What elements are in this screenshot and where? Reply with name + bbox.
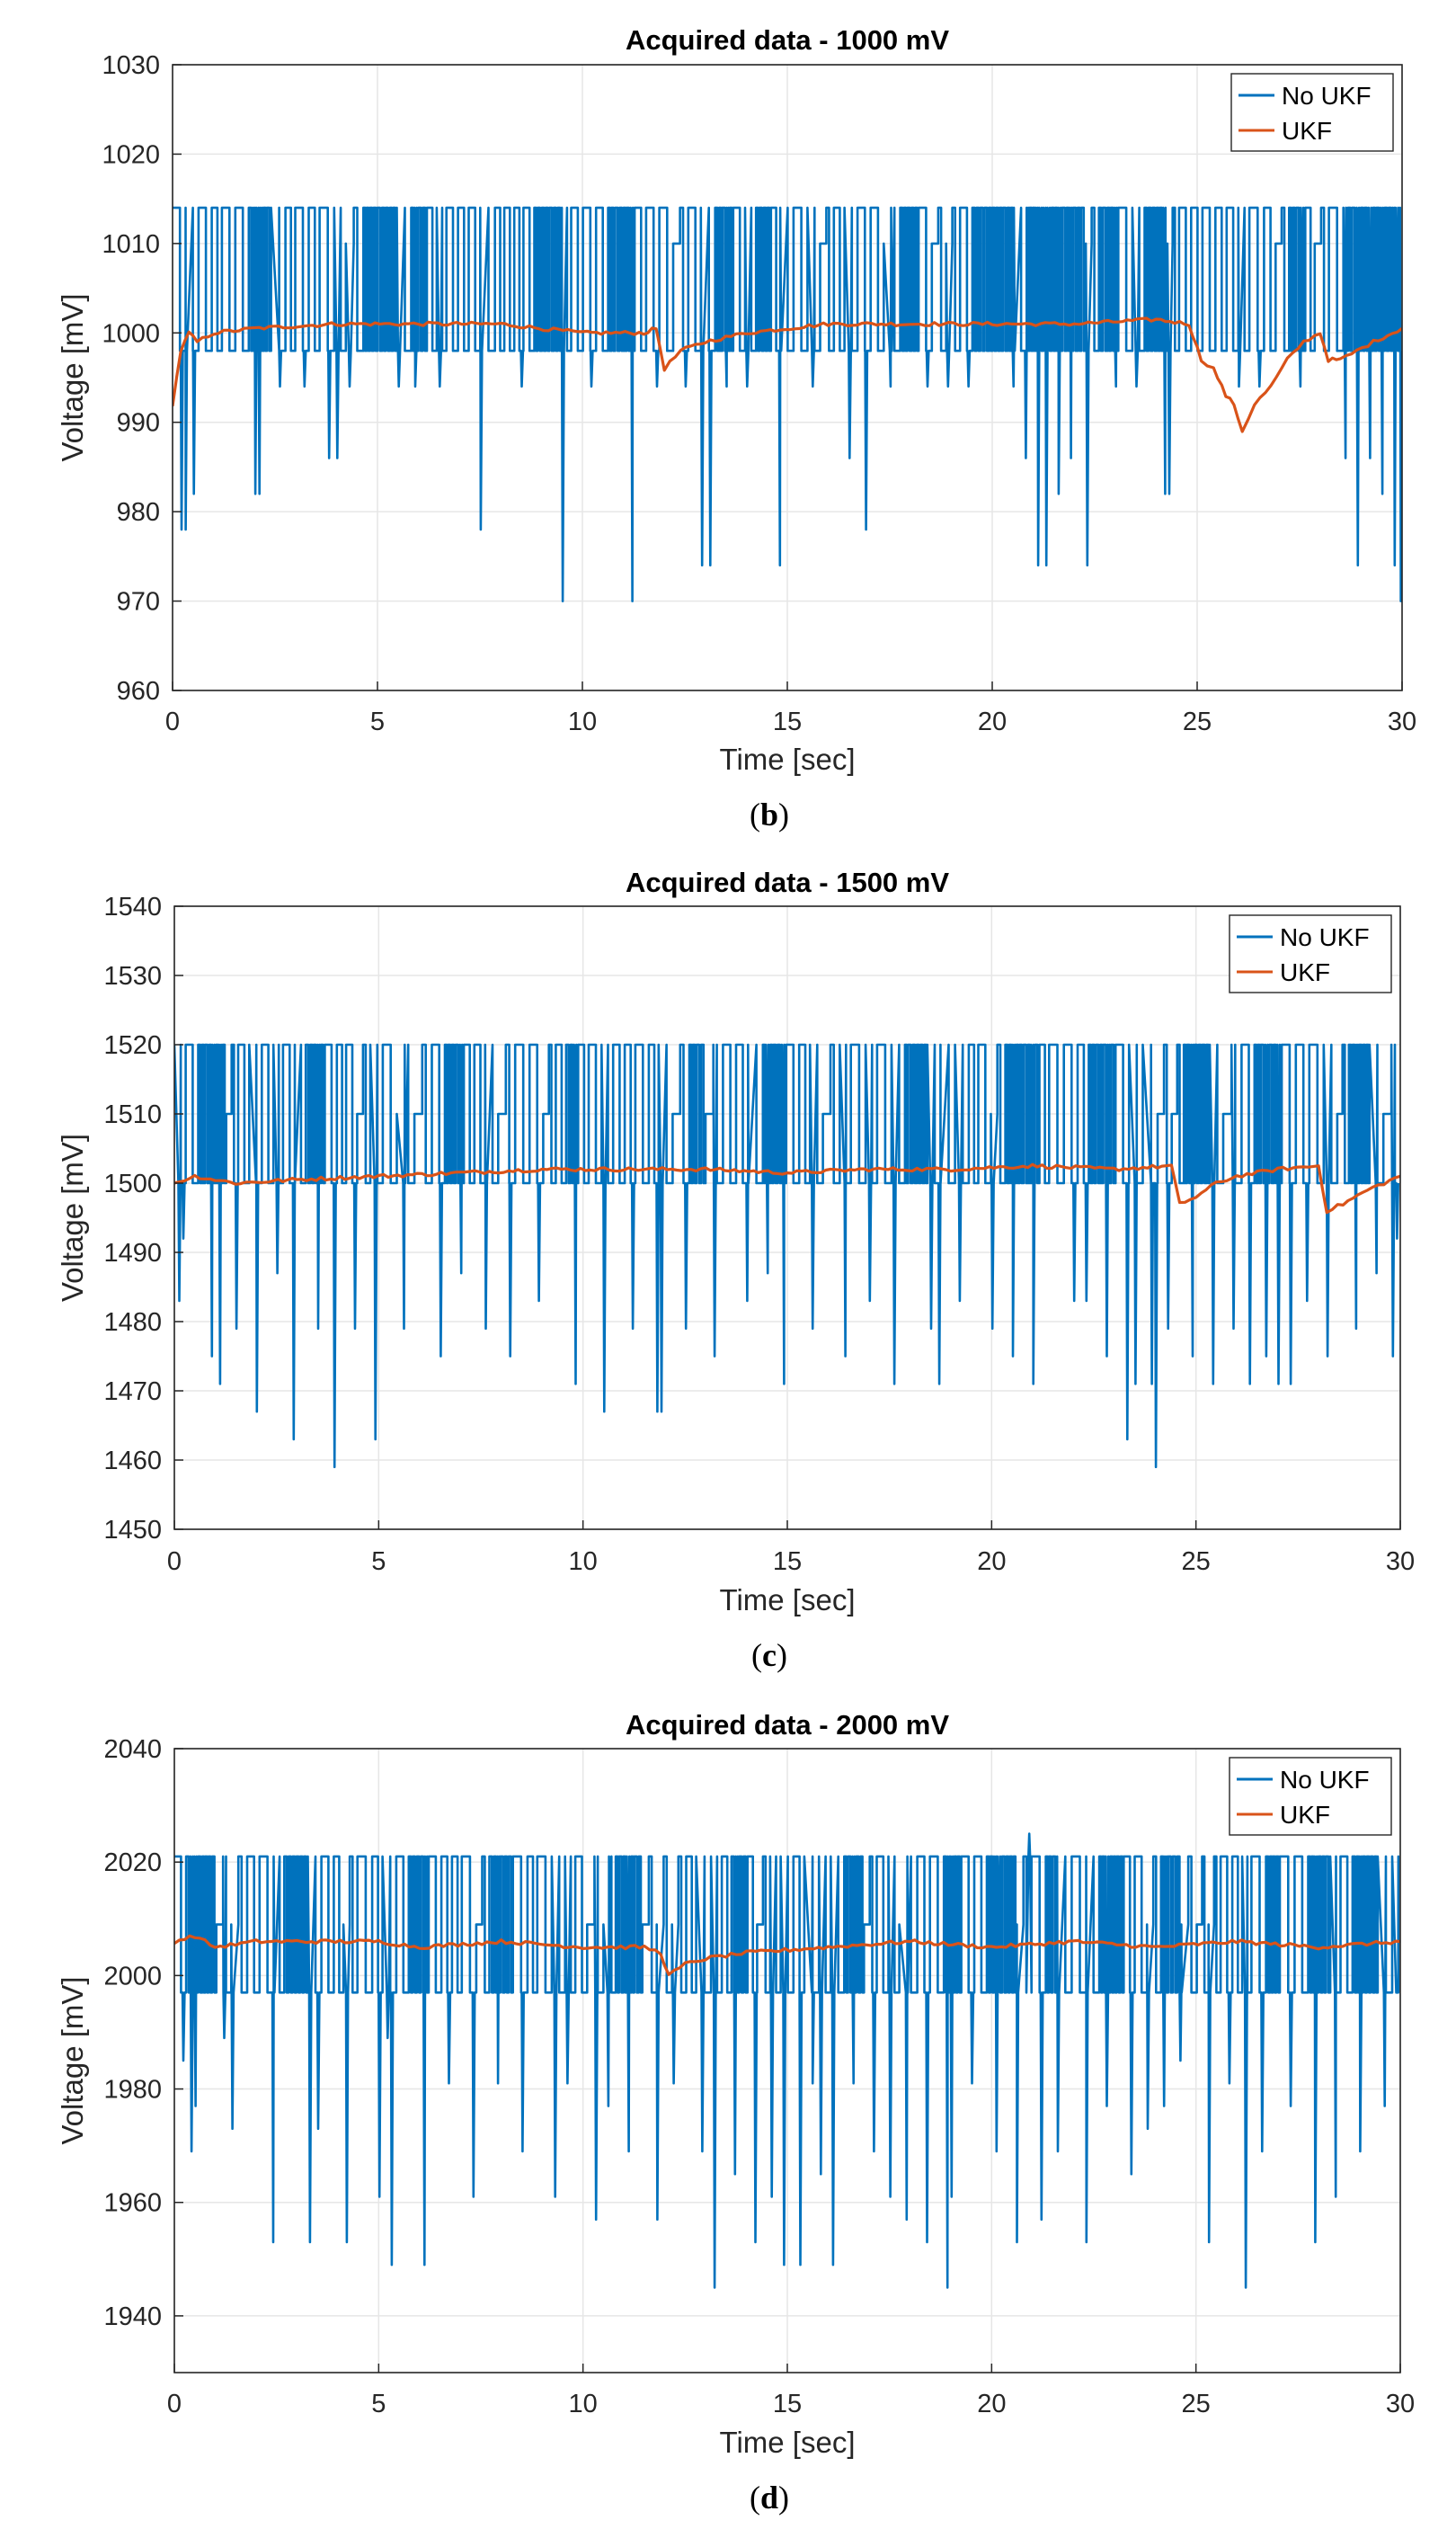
y-tick-label: 1030	[102, 51, 160, 80]
x-tick-label: 15	[773, 2390, 802, 2418]
y-tick-label: 970	[117, 588, 160, 617]
x-tick-label: 20	[978, 708, 1007, 736]
y-axis-label: Voltage [mV]	[56, 1134, 89, 1302]
series-line-ukf	[174, 1934, 1400, 1976]
y-tick-label: 1540	[103, 893, 162, 922]
x-tick-label: 25	[1183, 708, 1212, 736]
series-line-no-ukf	[174, 1043, 1399, 1468]
legend-label: UKF	[1280, 1801, 1330, 1829]
y-tick-label: 1480	[103, 1308, 162, 1337]
x-axis-label: Time [sec]	[720, 2426, 856, 2459]
legend-label: UKF	[1280, 958, 1330, 986]
x-tick-label: 5	[371, 2390, 386, 2418]
x-tick-label: 30	[1386, 2390, 1415, 2418]
y-tick-label: 990	[117, 409, 160, 438]
chart-title: Acquired data - 2000 mV	[626, 1709, 949, 1741]
series-line-ukf	[173, 316, 1402, 433]
y-tick-label: 1940	[103, 2302, 162, 2331]
x-tick-label: 10	[569, 2390, 598, 2418]
x-tick-label: 15	[773, 708, 802, 736]
x-tick-label: 5	[371, 1547, 386, 1576]
y-tick-label: 980	[117, 498, 160, 527]
panel-caption: (d)	[750, 2480, 789, 2516]
legend-label: No UKF	[1282, 82, 1372, 110]
legend-box	[1230, 73, 1394, 152]
y-tick-label: 1490	[103, 1239, 162, 1268]
chart-title: Acquired data - 1500 mV	[626, 867, 949, 898]
x-tick-label: 20	[977, 1547, 1006, 1576]
chart-panel-b: 0 5 10 15 20 25 30 960 970 980 990 1000 1010 1020 1030…	[56, 24, 1416, 833]
legend: No UKF UKF	[1230, 73, 1394, 152]
x-tick-label: 15	[773, 1547, 802, 1576]
y-tick-label: 1020	[102, 140, 160, 169]
y-tick-label: 2040	[103, 1735, 162, 1764]
x-axis-label: Time [sec]	[720, 743, 856, 776]
legend-box	[1229, 1757, 1392, 1836]
y-tick-label: 1500	[103, 1170, 162, 1198]
y-tick-label: 1530	[103, 962, 162, 991]
series-line-no-ukf	[174, 1832, 1400, 2289]
series-line-ukf	[174, 1162, 1400, 1215]
chart-title: Acquired data - 1000 mV	[626, 24, 949, 56]
y-tick-label: 960	[117, 677, 160, 706]
y-tick-label: 1510	[103, 1100, 162, 1129]
y-tick-label: 1980	[103, 2076, 162, 2105]
legend-label: No UKF	[1280, 923, 1370, 951]
panel-caption: (b)	[750, 797, 789, 833]
chart-panel-c: 0 5 10 15 20 25 301450146014701480149015001510…	[56, 867, 1415, 1673]
x-tick-label: 25	[1182, 2390, 1211, 2418]
x-tick-label: 10	[569, 1547, 598, 1576]
x-tick-label: 5	[370, 708, 385, 736]
x-tick-label: 0	[167, 2390, 182, 2418]
x-tick-label: 10	[568, 708, 597, 736]
y-tick-label: 1960	[103, 2189, 162, 2218]
x-tick-label: 0	[165, 708, 180, 736]
x-axis-label: Time [sec]	[720, 1583, 856, 1616]
y-tick-label: 1000	[102, 319, 160, 348]
y-tick-label: 2020	[103, 1848, 162, 1877]
legend: No UKF UKF	[1229, 914, 1392, 993]
y-axis-label: Voltage [mV]	[56, 1976, 89, 2144]
legend: No UKF UKF	[1229, 1757, 1392, 1836]
y-tick-label: 2000	[103, 1962, 162, 1990]
y-tick-label: 1470	[103, 1377, 162, 1406]
legend-label: UKF	[1282, 117, 1332, 145]
y-tick-label: 1460	[103, 1447, 162, 1475]
y-tick-label: 1520	[103, 1031, 162, 1060]
legend-box	[1229, 914, 1392, 993]
x-tick-label: 20	[977, 2390, 1006, 2418]
x-tick-label: 25	[1182, 1547, 1211, 1576]
panel-caption: (c)	[751, 1637, 787, 1673]
y-tick-label: 1450	[103, 1516, 162, 1545]
y-tick-label: 1010	[102, 230, 160, 259]
chart-panel-d: 0 5 10 15 20 25 30 1940 1960 1980 2000 2020 2040 Acqu…	[56, 1709, 1415, 2516]
series-line-no-ukf	[173, 206, 1402, 602]
x-tick-label: 30	[1388, 708, 1416, 736]
x-tick-label: 30	[1386, 1547, 1415, 1576]
legend-label: No UKF	[1280, 1766, 1370, 1794]
y-axis-label: Voltage [mV]	[56, 293, 89, 461]
x-tick-label: 0	[167, 1547, 182, 1576]
